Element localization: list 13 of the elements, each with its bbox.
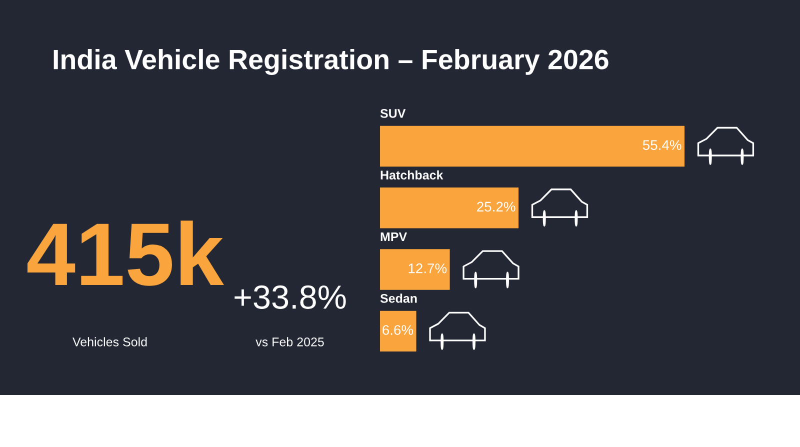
text: 415k bbox=[27, 220, 224, 286]
y-tick-label: SUV bbox=[380, 109, 406, 118]
data-label: 6.6% bbox=[382, 325, 414, 335]
text: +33.8% bbox=[234, 285, 346, 309]
y-tick-label: MPV bbox=[380, 232, 407, 242]
y-tick-label: Hatchback bbox=[380, 170, 444, 180]
data-label: 55.4% bbox=[642, 140, 682, 150]
data-label: 12.7% bbox=[408, 263, 447, 274]
text: India Vehicle Registration – February 2026 bbox=[54, 48, 608, 76]
text: Vehicles Sold bbox=[72, 337, 147, 346]
data-label: 25.2% bbox=[477, 202, 516, 212]
y-tick-label: Sedan bbox=[380, 294, 417, 303]
text: vs Feb 2025 bbox=[256, 337, 324, 346]
